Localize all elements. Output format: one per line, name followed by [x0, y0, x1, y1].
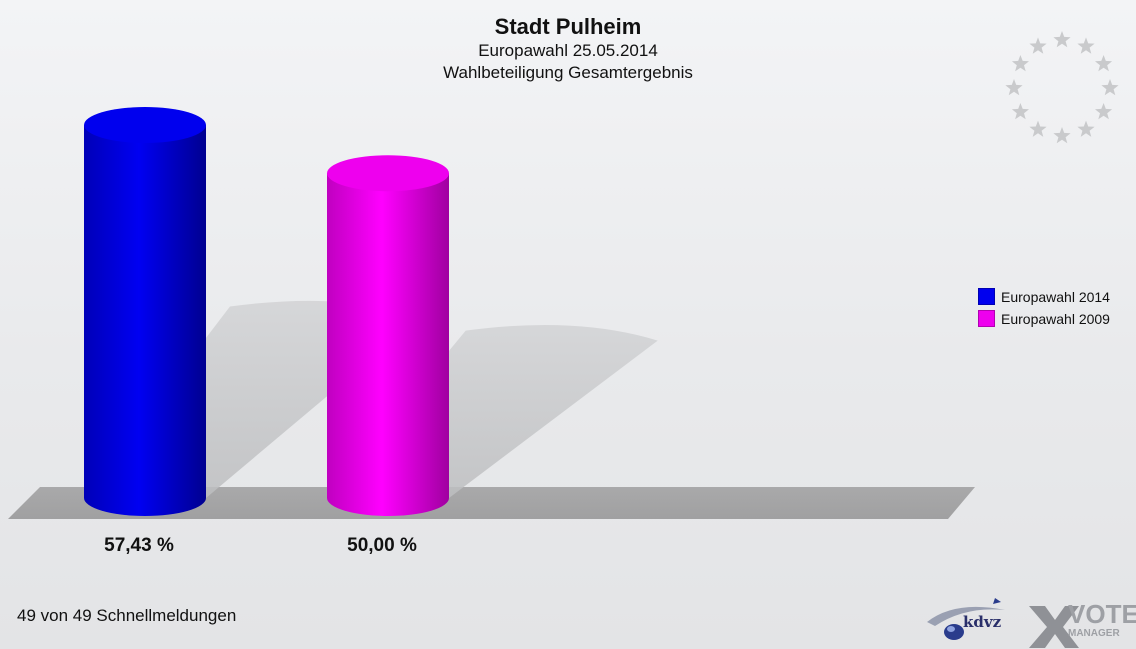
- bars: [84, 107, 449, 516]
- logo-area: kdvz VOTE MANAGER: [925, 596, 1136, 649]
- eu-star-icon: [1101, 79, 1119, 96]
- eu-star-icon: [1077, 37, 1095, 54]
- eu-star-icon: [1005, 79, 1023, 96]
- eu-stars-icon: [1005, 31, 1119, 144]
- legend-item-2009: Europawahl 2009: [978, 310, 1110, 327]
- chart-legend: Europawahl 2014 Europawahl 2009: [978, 288, 1110, 332]
- eu-star-icon: [1011, 55, 1029, 72]
- legend-swatch-2009: [978, 310, 995, 327]
- chart-subtitle-metric: Wahlbeteiligung Gesamtergebnis: [443, 63, 693, 82]
- manager-logo-text: MANAGER: [1068, 628, 1120, 639]
- eu-star-icon: [1011, 103, 1029, 120]
- eu-star-icon: [1095, 103, 1113, 120]
- vote-logo-text: VOTE: [1068, 599, 1136, 629]
- kdvz-logo-icon: [927, 598, 1079, 648]
- report-status: 49 von 49 Schnellmeldungen: [17, 606, 237, 625]
- legend-label-2009: Europawahl 2009: [1001, 310, 1110, 327]
- chart-floor: [8, 487, 975, 519]
- eu-star-icon: [1053, 127, 1071, 144]
- value-label-europawahl-2009: 50,00 %: [347, 535, 417, 556]
- eu-star-icon: [1053, 31, 1071, 48]
- chart-title: Stadt Pulheim: [494, 14, 642, 39]
- legend-label-2014: Europawahl 2014: [1001, 288, 1110, 305]
- chart-subtitle-election: Europawahl 25.05.2014: [478, 41, 658, 60]
- kdvz-logo-text: kdvz: [963, 613, 1002, 631]
- eu-star-icon: [1029, 120, 1047, 137]
- value-labels: 57,43 % 50,00 %: [104, 535, 417, 556]
- legend-swatch-2014: [978, 288, 995, 305]
- bar-europawahl-2009: [327, 173, 449, 516]
- eu-star-icon: [1077, 120, 1095, 137]
- legend-item-2014: Europawahl 2014: [978, 288, 1110, 305]
- value-label-europawahl-2014: 57,43 %: [104, 535, 174, 556]
- bar-top-europawahl-2009: [327, 155, 449, 192]
- eu-star-icon: [1029, 37, 1047, 54]
- bar-top-europawahl-2014: [84, 107, 206, 143]
- chart-header: Stadt Pulheim Europawahl 25.05.2014 Wahl…: [0, 14, 1136, 84]
- eu-star-icon: [1095, 55, 1113, 72]
- bar-europawahl-2014: [84, 125, 206, 516]
